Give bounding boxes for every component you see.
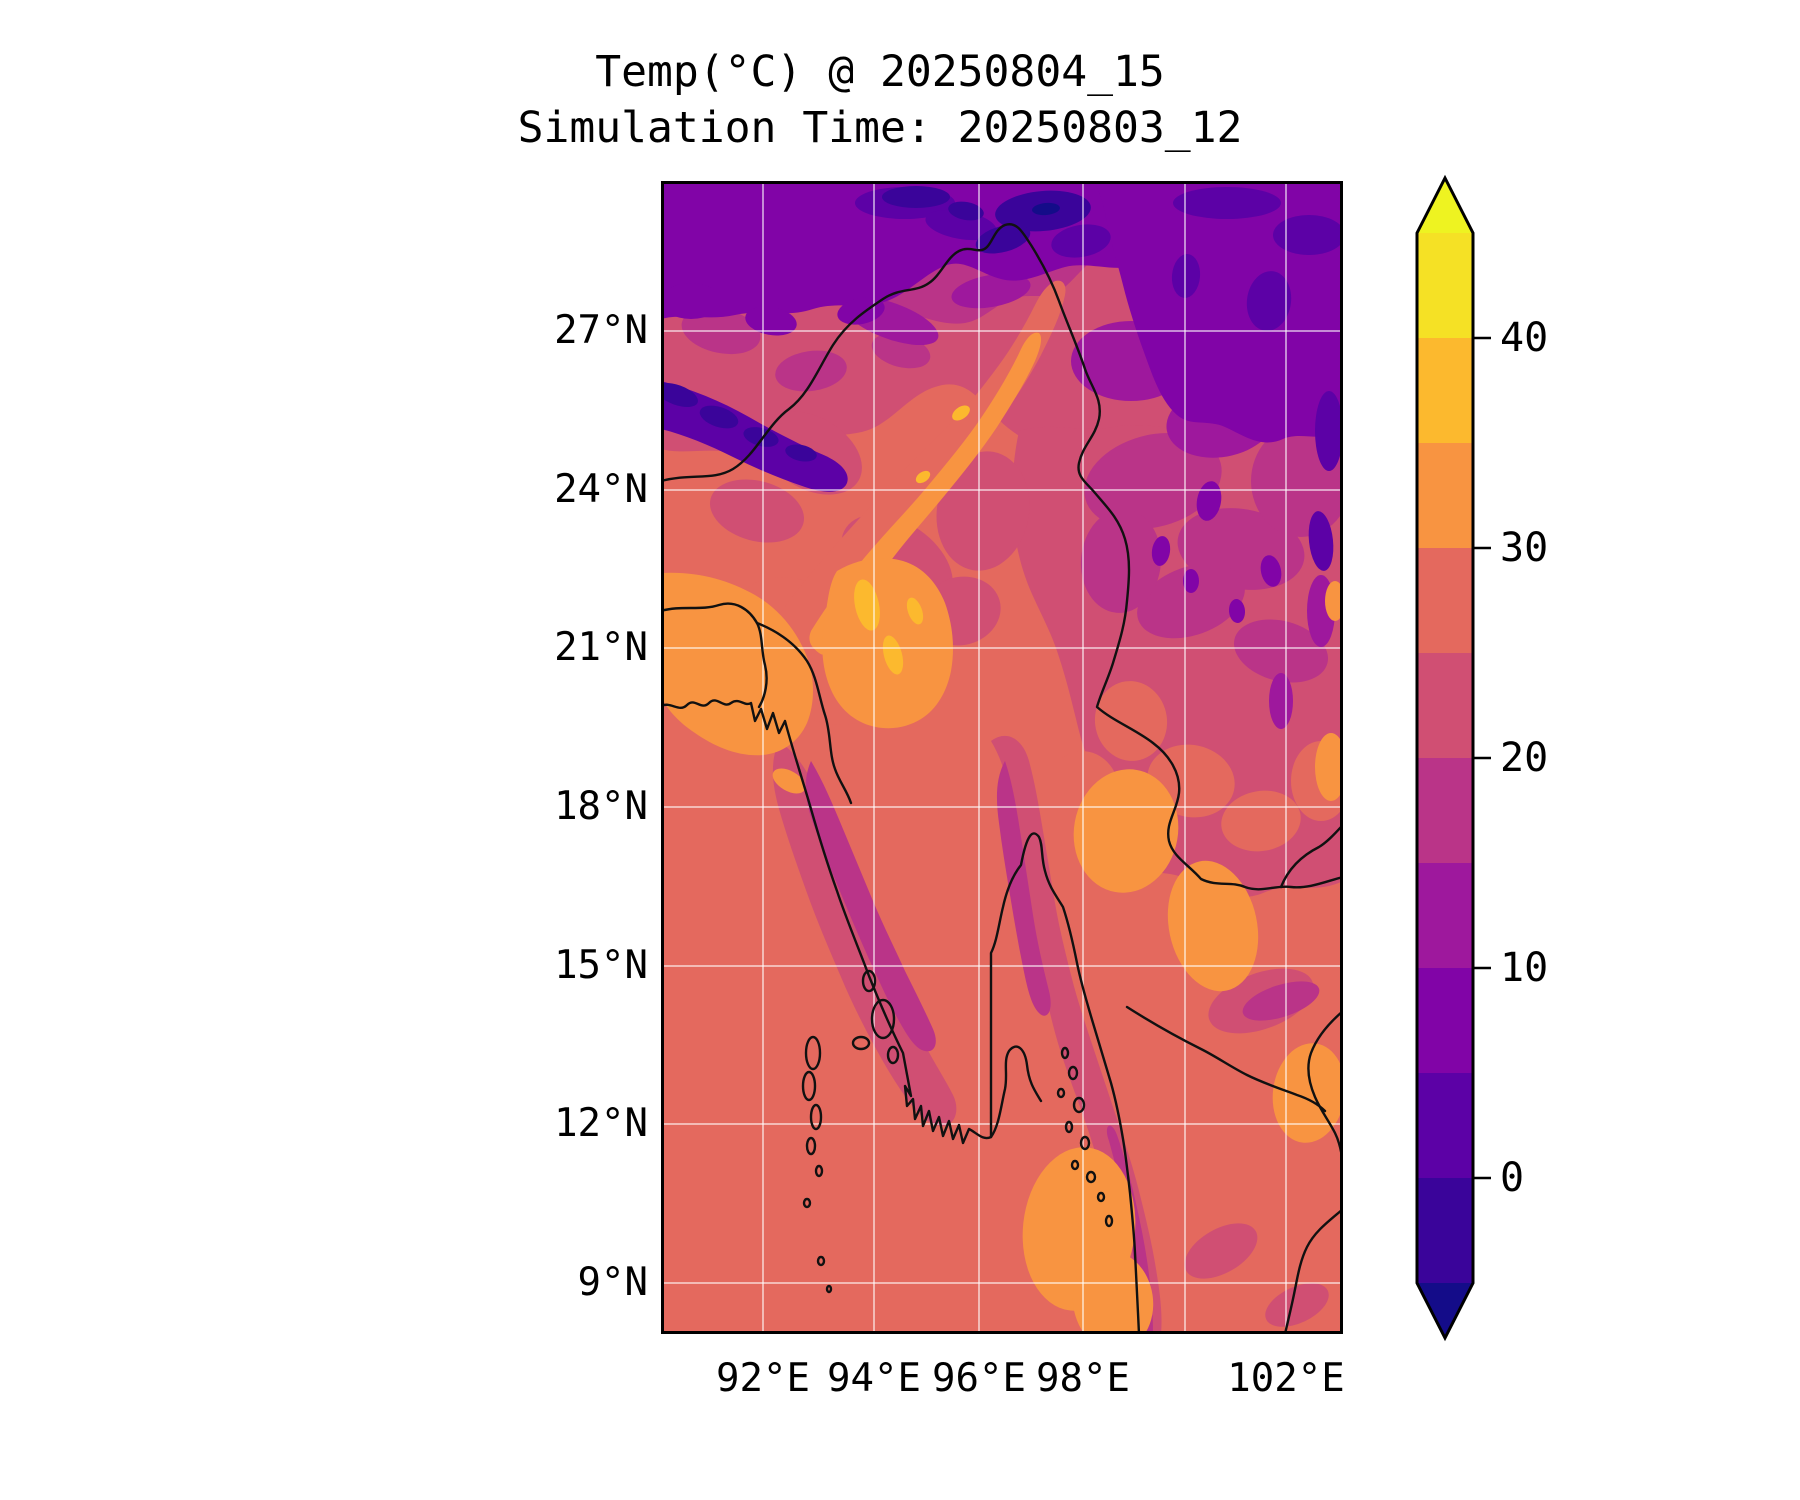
colorbar-seg-15-20 xyxy=(1417,758,1473,863)
colorbar-tick-10: 10 xyxy=(1500,945,1549,991)
colorbar-tick-30: 30 xyxy=(1500,525,1549,571)
lat-tick-24n: 24°N xyxy=(554,467,648,512)
lat-tick-21n: 21°N xyxy=(554,625,648,670)
lon-tick-96e: 96°E xyxy=(932,1356,1026,1401)
colorbar-outline xyxy=(1415,174,1475,1342)
colorbar xyxy=(1415,174,1491,1342)
lon-tick-92e: 92°E xyxy=(716,1356,810,1401)
colorbar-seg-40-45 xyxy=(1417,233,1473,338)
region-group-m5-0 xyxy=(661,186,1091,462)
lat-tick-12n: 12°N xyxy=(554,1101,648,1146)
chart-subtitle: Simulation Time: 20250803_12 xyxy=(517,103,1243,153)
lon-tick-102e: 102°E xyxy=(1227,1356,1345,1401)
lat-tick-9n: 9°N xyxy=(577,1260,648,1305)
colorbar-seg-5-10 xyxy=(1417,968,1473,1073)
coastlines-borders xyxy=(661,223,1343,1334)
colorbar-tick-20: 20 xyxy=(1500,735,1549,781)
colorbar-over-arrow xyxy=(1417,178,1473,233)
colorbar-tick-marks xyxy=(1473,336,1491,1180)
lon-tick-98e: 98°E xyxy=(1036,1356,1130,1401)
map-plot-area xyxy=(661,181,1343,1334)
lon-tick-94e: 94°E xyxy=(827,1356,921,1401)
chart-title: Temp(°C) @ 20250804_15 xyxy=(595,47,1165,97)
map-frame xyxy=(661,181,1343,1334)
colorbar-seg-30-35 xyxy=(1417,443,1473,548)
lat-tick-27n: 27°N xyxy=(554,308,648,353)
colorbar-seg-0-5 xyxy=(1417,1073,1473,1178)
colorbar-seg-35-40 xyxy=(1417,338,1473,443)
colorbar-seg-25-30 xyxy=(1417,548,1473,653)
colorbar-tick-40: 40 xyxy=(1500,315,1549,361)
colorbar-seg-20-25 xyxy=(1417,653,1473,758)
colorbar-seg-10-15 xyxy=(1417,863,1473,968)
graticule xyxy=(661,181,1343,1334)
colorbar-under-arrow xyxy=(1417,1283,1473,1338)
colorbar-seg-m5-0 xyxy=(1417,1178,1473,1283)
colorbar-tick-0: 0 xyxy=(1500,1155,1525,1201)
region-group-warm xyxy=(661,280,1343,1334)
lat-tick-15n: 15°N xyxy=(554,943,648,988)
lat-tick-18n: 18°N xyxy=(554,784,648,829)
